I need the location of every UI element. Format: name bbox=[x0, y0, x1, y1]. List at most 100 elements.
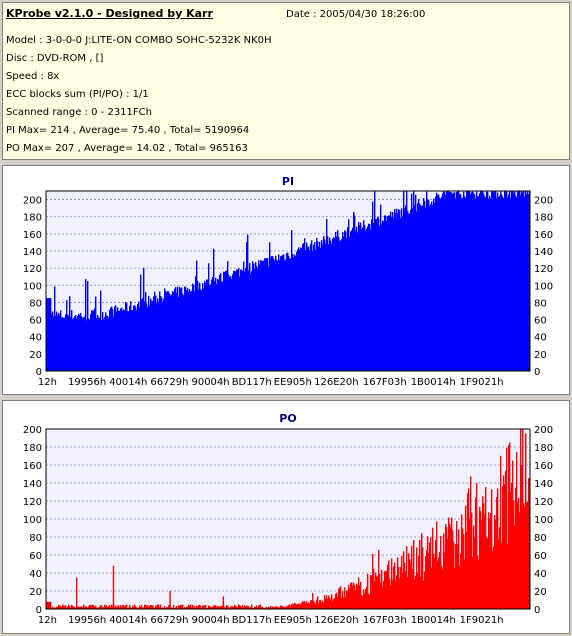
bar bbox=[456, 521, 458, 609]
bar bbox=[488, 198, 490, 371]
bar bbox=[118, 311, 120, 371]
bar bbox=[470, 476, 472, 609]
bar bbox=[112, 565, 115, 609]
bar bbox=[161, 607, 163, 609]
bar bbox=[503, 198, 505, 371]
bar bbox=[405, 205, 407, 371]
bar bbox=[198, 605, 200, 609]
bar bbox=[367, 573, 369, 609]
pi-chart-panel: PI 0 0 20 20 40 40 60 60 80 80 100 100 120 120 140 140 16… bbox=[2, 165, 570, 395]
bar bbox=[252, 607, 254, 609]
bar bbox=[214, 605, 216, 609]
bar bbox=[395, 580, 397, 609]
bar bbox=[305, 603, 307, 609]
bar bbox=[141, 299, 143, 371]
bar bbox=[508, 445, 510, 609]
bar bbox=[310, 243, 312, 371]
bar bbox=[128, 607, 130, 609]
bar bbox=[452, 194, 454, 371]
bar bbox=[520, 429, 522, 609]
bar bbox=[489, 518, 491, 609]
bar bbox=[53, 316, 55, 371]
bar bbox=[344, 230, 346, 371]
bar bbox=[515, 195, 517, 371]
y-tick-label-left: 180 bbox=[23, 443, 42, 454]
bar bbox=[346, 238, 348, 371]
bar bbox=[415, 194, 417, 371]
bar bbox=[430, 204, 432, 371]
bar bbox=[285, 259, 287, 371]
bar bbox=[271, 255, 273, 371]
bar bbox=[357, 232, 359, 371]
bar bbox=[127, 310, 129, 371]
bar bbox=[76, 318, 78, 371]
bar bbox=[88, 606, 90, 609]
bar bbox=[391, 558, 393, 609]
bar bbox=[510, 198, 512, 371]
bar bbox=[200, 289, 202, 371]
y-tick-label-left: 160 bbox=[23, 230, 42, 241]
bar bbox=[77, 315, 79, 371]
bar bbox=[200, 605, 202, 609]
bar bbox=[372, 554, 374, 609]
bar bbox=[332, 238, 334, 371]
bar bbox=[384, 571, 386, 609]
bar bbox=[134, 305, 136, 371]
bar bbox=[111, 604, 113, 609]
bar bbox=[277, 606, 279, 609]
bar bbox=[474, 537, 476, 609]
bar bbox=[247, 234, 249, 371]
bar bbox=[485, 487, 487, 609]
bar bbox=[201, 290, 203, 371]
bar bbox=[140, 606, 142, 609]
bar bbox=[223, 271, 225, 371]
bar bbox=[478, 559, 480, 609]
bar bbox=[281, 255, 283, 371]
bar bbox=[446, 527, 448, 609]
bar bbox=[462, 528, 464, 609]
bar bbox=[310, 599, 312, 609]
bar bbox=[428, 199, 430, 371]
bar bbox=[70, 317, 72, 371]
plot-border bbox=[45, 428, 531, 610]
bar bbox=[47, 298, 49, 371]
bar bbox=[115, 605, 117, 609]
bar bbox=[156, 606, 158, 609]
bar bbox=[518, 497, 520, 609]
bar bbox=[249, 263, 251, 371]
bar bbox=[364, 593, 366, 609]
bar bbox=[87, 607, 89, 609]
plot-border bbox=[45, 190, 531, 372]
bar bbox=[308, 602, 310, 609]
bar bbox=[389, 578, 391, 609]
bar bbox=[393, 566, 395, 609]
bar bbox=[115, 305, 117, 371]
bar bbox=[474, 194, 476, 371]
bar bbox=[174, 288, 176, 371]
bar bbox=[365, 230, 367, 371]
bar bbox=[368, 223, 370, 371]
bar bbox=[476, 191, 478, 371]
bar bbox=[468, 488, 470, 609]
bar bbox=[293, 257, 295, 371]
x-tick-label: 126E20h bbox=[314, 615, 358, 626]
bar bbox=[260, 260, 262, 371]
bar bbox=[96, 607, 98, 609]
bar bbox=[333, 598, 335, 609]
bar bbox=[355, 590, 357, 609]
bar bbox=[112, 606, 114, 609]
bar bbox=[269, 607, 271, 609]
y-tick-label-left: 40 bbox=[29, 333, 42, 344]
po-chart-panel: PO 0 0 20 20 40 40 60 60 80 80 100 100 120 120 140 140 16… bbox=[2, 400, 570, 634]
bar bbox=[158, 604, 160, 609]
bar bbox=[237, 607, 239, 609]
bar bbox=[173, 291, 175, 371]
y-tick-label-right: 200 bbox=[534, 196, 553, 207]
bar bbox=[48, 601, 50, 609]
bar bbox=[69, 605, 71, 609]
bar bbox=[370, 229, 372, 371]
bar bbox=[266, 606, 268, 609]
bar bbox=[177, 286, 179, 371]
bar bbox=[363, 220, 365, 371]
bar bbox=[56, 606, 58, 609]
